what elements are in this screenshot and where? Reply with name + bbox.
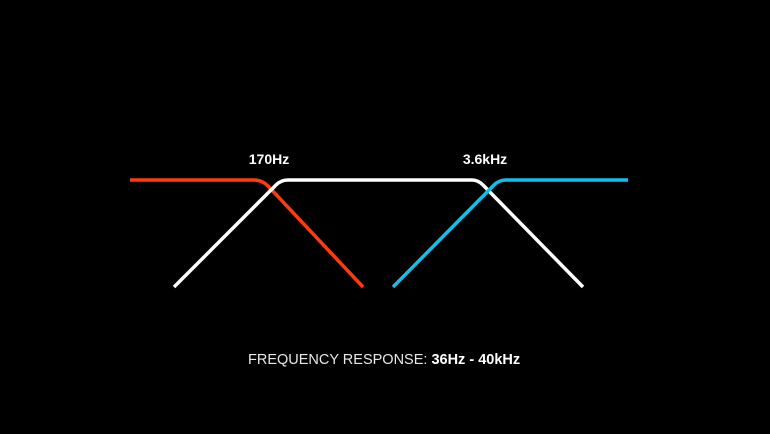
- mid-band-curve: [172, 178, 585, 289]
- low-band-curve: [130, 178, 365, 289]
- caption-range: 36Hz - 40kHz: [431, 352, 521, 368]
- crossover-label-low: 170Hz: [248, 151, 290, 167]
- high-band-curve: [391, 178, 628, 289]
- caption-prefix: FREQUENCY RESPONSE:: [248, 352, 432, 368]
- crossover-label-high: 3.6kHz: [462, 151, 508, 167]
- frequency-response-caption: FREQUENCY RESPONSE: 36Hz - 40kHz: [248, 352, 520, 368]
